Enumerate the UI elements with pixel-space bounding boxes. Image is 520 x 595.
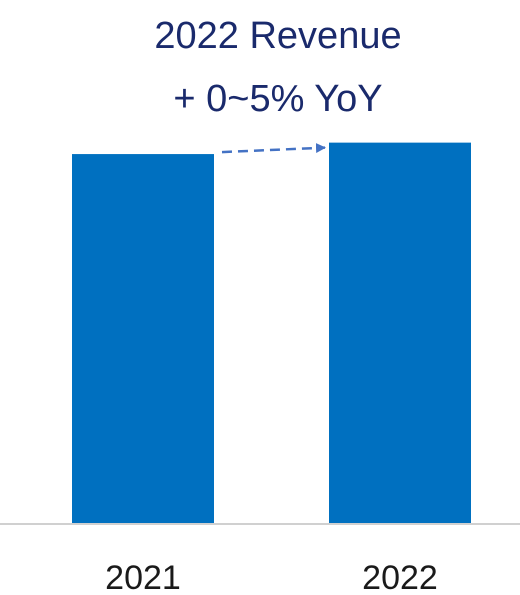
bar-2022 — [329, 142, 471, 525]
x-tick-labels: 2021 2022 — [105, 559, 438, 595]
x-tick-label-2022: 2022 — [362, 559, 438, 595]
growth-arrow — [221, 143, 326, 154]
bars-group — [72, 142, 471, 525]
chart-title-line-1: 2022 Revenue — [154, 15, 401, 57]
chart-title-line-2: + 0~5% YoY — [173, 78, 382, 120]
x-tick-label-2021: 2021 — [105, 559, 181, 595]
bar-2021 — [72, 154, 214, 524]
